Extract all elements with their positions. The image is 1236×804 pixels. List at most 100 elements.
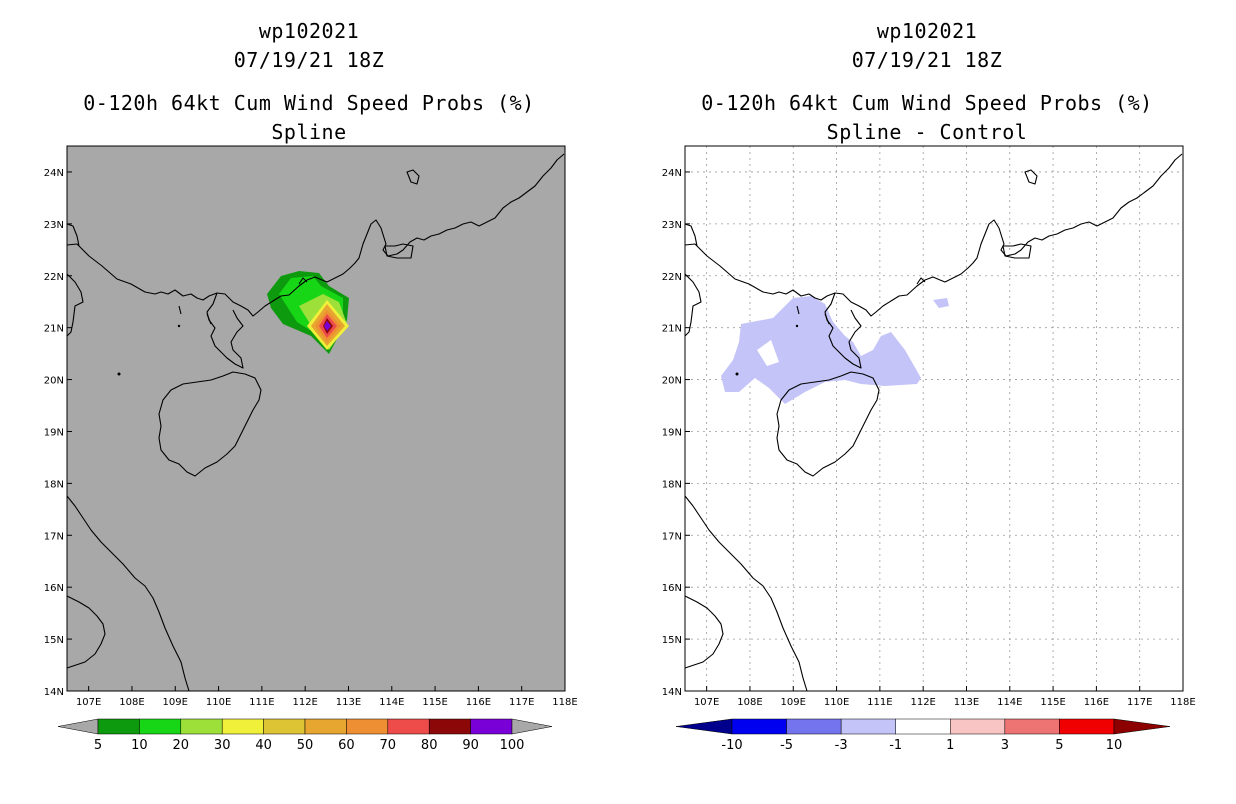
colorbar-label: 50 xyxy=(297,738,314,753)
colorbar-label: 70 xyxy=(380,738,397,753)
colorbar-label: 60 xyxy=(338,738,355,753)
colorbar-label: 5 xyxy=(1055,738,1063,753)
lat-tick-label: 23N xyxy=(44,220,64,231)
colorbar-swatch xyxy=(263,718,306,735)
lat-tick-label: 19N xyxy=(662,427,682,438)
lon-tick-label: 111E xyxy=(867,697,892,708)
lon-tick-label: 117E xyxy=(1127,697,1152,708)
lon-tick-label: 118E xyxy=(552,697,577,708)
lon-tick-label: 118E xyxy=(1170,697,1195,708)
colorbar-swatch xyxy=(387,718,430,735)
lat-tick-label: 14N xyxy=(662,687,682,698)
left-axes: 107E 108E 109E 110E 111E 112E 113E 114E 115E 116E… xyxy=(44,168,578,708)
right-map-background xyxy=(685,146,1183,691)
left-title-product: 0-120h 64kt Cum Wind Speed Probs (%) xyxy=(83,91,534,115)
lon-tick-label: 108E xyxy=(119,697,144,708)
lat-tick-label: 22N xyxy=(662,272,682,283)
right-panel: wp102021 07/19/21 18Z 0-120h 64kt Cum Wi… xyxy=(662,19,1196,753)
colorbar-swatch xyxy=(1004,718,1060,735)
lat-tick-label: 15N xyxy=(44,635,64,646)
colorbar-label: -1 xyxy=(889,738,902,753)
colorbar-swatch xyxy=(139,718,182,735)
lon-tick-label: 109E xyxy=(163,697,188,708)
colorbar-swatch xyxy=(428,718,471,735)
lon-tick-label: 117E xyxy=(509,697,534,708)
lat-tick-label: 16N xyxy=(44,583,64,594)
right-map-frame xyxy=(684,145,1184,692)
colorbar-swatch xyxy=(180,718,223,735)
colorbar-label: 80 xyxy=(421,738,438,753)
swath-level-100 xyxy=(324,321,331,331)
lon-tick-label: 113E xyxy=(954,697,979,708)
colorbar-label: 30 xyxy=(214,738,231,753)
right-colorbar: -10 -5 -3 -1 1 3 5 10 xyxy=(675,718,1171,753)
colorbar-label: 40 xyxy=(255,738,272,753)
colorbar-swatch xyxy=(97,718,140,735)
difference-patch-east xyxy=(933,298,949,308)
lat-tick-label: 20N xyxy=(662,376,682,387)
left-panel: wp102021 07/19/21 18Z 0-120h 64kt Cum Wi… xyxy=(44,19,578,753)
colorbar-label: 90 xyxy=(462,738,479,753)
lat-tick-label: 18N xyxy=(662,479,682,490)
colorbar-swatch xyxy=(950,718,1006,735)
lat-tick-label: 16N xyxy=(662,583,682,594)
lon-tick-label: 107E xyxy=(694,697,719,708)
lat-tick-label: 17N xyxy=(662,531,682,542)
lon-tick-label: 108E xyxy=(737,697,762,708)
lon-tick-label: 114E xyxy=(379,697,404,708)
left-title-subtitle: Spline xyxy=(271,120,346,144)
right-axes: 107E 108E 109E 110E 111E 112E 113E 114E 115E 116E… xyxy=(662,168,1196,708)
colorbar-end-high xyxy=(1113,718,1171,735)
colorbar-swatch xyxy=(895,718,951,735)
lon-tick-label: 116E xyxy=(1084,697,1109,708)
lon-tick-label: 115E xyxy=(422,697,447,708)
colorbar-swatch xyxy=(1059,718,1115,735)
lon-tick-label: 111E xyxy=(249,697,274,708)
left-colorbar: 5 10 20 30 40 50 60 70 80 90 100 xyxy=(57,718,553,753)
left-map xyxy=(66,145,566,692)
colorbar-swatch xyxy=(346,718,389,735)
left-map-background xyxy=(67,146,565,691)
lat-tick-label: 24N xyxy=(44,168,64,179)
lon-tick-label: 112E xyxy=(910,697,935,708)
lat-tick-label: 21N xyxy=(662,324,682,335)
lat-tick-label: 18N xyxy=(44,479,64,490)
right-title-product: 0-120h 64kt Cum Wind Speed Probs (%) xyxy=(701,91,1152,115)
lat-tick-label: 19N xyxy=(44,427,64,438)
left-title-date: 07/19/21 18Z xyxy=(234,48,385,72)
right-title-date: 07/19/21 18Z xyxy=(852,48,1003,72)
colorbar-end-low xyxy=(57,718,99,735)
lat-tick-label: 22N xyxy=(44,272,64,283)
colorbar-swatch xyxy=(304,718,347,735)
lat-tick-label: 23N xyxy=(662,220,682,231)
colorbar-swatch xyxy=(731,718,787,735)
difference-hole xyxy=(757,340,779,366)
colorbar-label: 20 xyxy=(173,738,190,753)
left-map-frame xyxy=(66,145,566,692)
colorbar-end-low xyxy=(675,718,733,735)
lon-tick-label: 110E xyxy=(824,697,849,708)
lat-tick-label: 21N xyxy=(44,324,64,335)
colorbar-swatch xyxy=(221,718,264,735)
colorbar-label: 3 xyxy=(1001,738,1009,753)
colorbar-label: 10 xyxy=(131,738,148,753)
lon-tick-label: 110E xyxy=(206,697,231,708)
colorbar-end-high xyxy=(511,718,553,735)
lat-tick-label: 14N xyxy=(44,687,64,698)
right-title-subtitle: Spline - Control xyxy=(827,120,1028,144)
lat-tick-label: 24N xyxy=(662,168,682,179)
probability-swath xyxy=(267,271,349,354)
lat-tick-label: 17N xyxy=(44,531,64,542)
colorbar-swatch xyxy=(470,718,513,735)
lat-tick-label: 15N xyxy=(662,635,682,646)
colorbar-swatch xyxy=(840,718,896,735)
right-title-storm: wp102021 xyxy=(877,19,977,43)
colorbar-label: 100 xyxy=(500,738,525,753)
colorbar-label: 5 xyxy=(94,738,102,753)
colorbar-swatch xyxy=(786,718,842,735)
lat-tick-label: 20N xyxy=(44,376,64,387)
lon-tick-label: 116E xyxy=(466,697,491,708)
lon-tick-label: 107E xyxy=(76,697,101,708)
lon-tick-label: 114E xyxy=(997,697,1022,708)
colorbar-label: 10 xyxy=(1106,738,1123,753)
